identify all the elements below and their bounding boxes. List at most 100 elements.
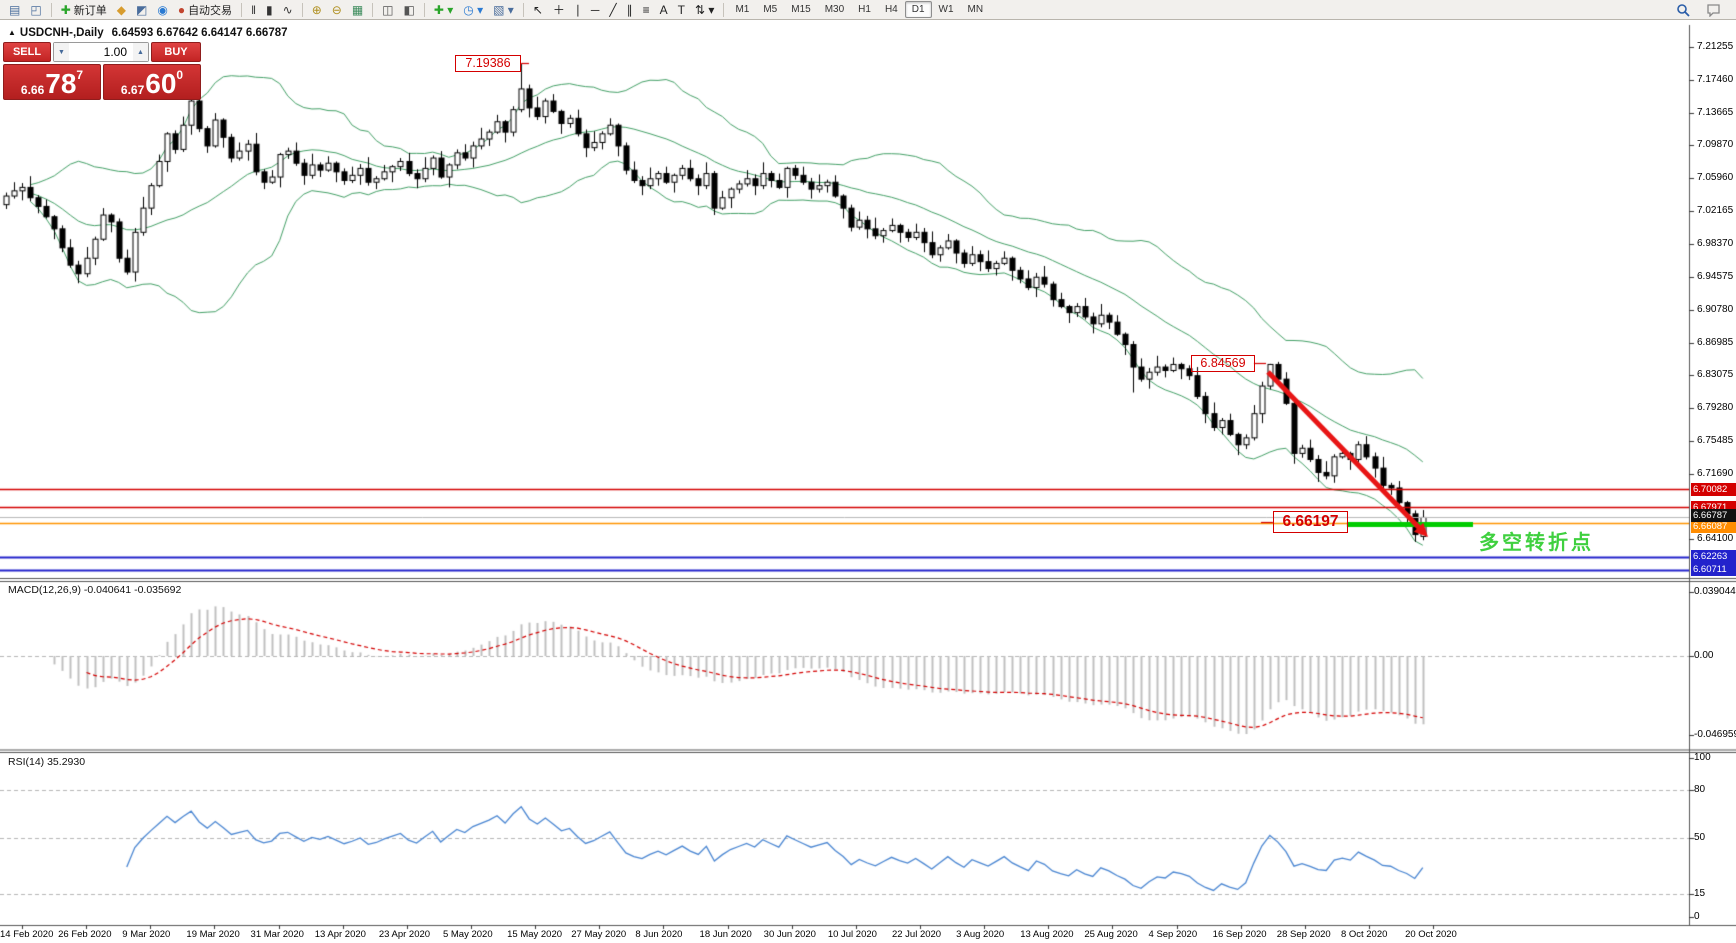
price-axis-tick: 7.05960 [1697, 172, 1734, 183]
buy-price-prefix: 6.67 [120, 83, 145, 97]
signals-icon[interactable]: ◉ [157, 2, 168, 17]
date-label: 3 Aug 2020 [956, 929, 1005, 940]
buy-price-sup: 0 [176, 68, 184, 82]
timeframe-w1[interactable]: W1 [938, 4, 954, 15]
date-label: 19 Mar 2020 [186, 929, 240, 940]
timeframe-d1[interactable]: D1 [904, 1, 932, 18]
price-axis-tick: 6.86985 [1697, 337, 1734, 348]
timeframe-h1[interactable]: H1 [858, 4, 871, 15]
buy-button[interactable]: BUY [151, 42, 201, 62]
new-chart-icon[interactable]: ▤ [9, 2, 21, 17]
chart-note-text[interactable]: 多空转折点 [1479, 532, 1594, 554]
price-tag: 6.62263 [1691, 550, 1736, 563]
fibonacci-icon[interactable]: ≡ [642, 2, 650, 17]
date-label: 8 Jun 2020 [635, 929, 683, 940]
collapse-triangle-icon[interactable]: ▲ [8, 28, 16, 37]
period-clock-icon[interactable]: ◷ ▾ [463, 2, 484, 17]
bar-chart-icon[interactable]: ǁ [251, 2, 257, 17]
candle-chart-icon[interactable]: ▮ [266, 2, 273, 17]
cursor-icon[interactable]: ↖ [532, 2, 543, 17]
toolbar-items: ▤ ◰ ✚ 新订单 ◆ ◩ ◉ ● 自动交易 ǁ ▮ ∿ ⊕ ⊖ ▦ ◫ ◧ ✚ ▾ ◷ ▾ ▧ ▾ ↖ ＋ ∣ ─ ╱ ∥ ≡ A T… [4, 0, 719, 20]
navigator-icon[interactable]: ◩ [135, 2, 148, 17]
timeframe-m5[interactable]: M5 [763, 4, 778, 15]
one-click-trading-panel: SELL ▼ 1.00 ▲ BUY 6.66 78 7 6.67 60 0 [3, 42, 201, 100]
channel-icon[interactable]: ∥ [626, 2, 633, 17]
timeframe-m30[interactable]: M30 [824, 4, 845, 15]
date-label: 31 Mar 2020 [250, 929, 304, 940]
timeframe-m1[interactable]: M1 [735, 4, 750, 15]
sell-button[interactable]: SELL [3, 42, 51, 62]
zoom-in-icon[interactable]: ⊕ [311, 2, 322, 17]
profile-charts-icon[interactable]: ◫ [382, 2, 394, 17]
price-annotation-swing[interactable]: 6.84569 [1191, 355, 1255, 372]
main-toolbar: ▤ ◰ ✚ 新订单 ◆ ◩ ◉ ● 自动交易 ǁ ▮ ∿ ⊕ ⊖ ▦ ◫ ◧ ✚ ▾ ◷ ▾ ▧ ▾ ↖ ＋ ∣ ─ ╱ ∥ ≡ A T… [0, 0, 1736, 20]
autotrading-icon[interactable]: ● 自动交易 [177, 2, 233, 17]
date-label: 22 Jul 2020 [891, 929, 942, 940]
arrows-icon[interactable]: ⇅ ▾ [695, 2, 715, 17]
price-axis-tick: 6.75485 [1697, 435, 1734, 446]
sell-price-prefix: 6.66 [20, 83, 45, 97]
date-label: 8 Oct 2020 [1340, 929, 1388, 940]
price-annotation-high[interactable]: 7.19386 [455, 55, 521, 72]
price-axis-tick: 6.83075 [1697, 369, 1734, 380]
timeframe-m15[interactable]: M15 [791, 4, 811, 15]
price-axis-tick: 7.02165 [1697, 205, 1734, 216]
price-tag: 6.70082 [1691, 483, 1736, 496]
profile-next-icon[interactable]: ◧ [403, 2, 415, 17]
crosshair-icon[interactable]: ＋ [552, 2, 565, 17]
date-label: 20 Oct 2020 [1405, 929, 1457, 940]
price-axis-tick: 7.17460 [1697, 74, 1734, 85]
date-label: 9 Mar 2020 [122, 929, 171, 940]
price-axis-tick: 6.64100 [1697, 533, 1734, 544]
text-icon[interactable]: A [659, 2, 668, 17]
date-label: 28 Sep 2020 [1276, 929, 1331, 940]
volume-input[interactable]: 1.00 [103, 45, 127, 59]
date-label: 4 Sep 2020 [1148, 929, 1198, 940]
buy-price-box[interactable]: 6.67 60 0 [103, 64, 201, 100]
rsi-indicator-label: RSI(14) 35.2930 [8, 756, 86, 768]
macd-axis-tick: 0.039044 [1694, 586, 1736, 597]
line-chart-icon[interactable]: ∿ [282, 2, 293, 17]
rsi-axis-tick: 15 [1694, 888, 1706, 899]
symbol-header: ▲ USDCNH-,Daily 6.64593 6.67642 6.64147 6.… [8, 27, 288, 39]
date-label: 23 Apr 2020 [378, 929, 431, 940]
new-order-icon[interactable]: ✚ 新订单 [60, 2, 107, 17]
trendline-icon[interactable]: ╱ [609, 2, 617, 17]
chart-window-icon[interactable]: ◰ [30, 2, 42, 17]
ohlc-values: 6.64593 6.67642 6.64147 6.66787 [111, 27, 288, 39]
date-label: 27 May 2020 [571, 929, 627, 940]
template-icon[interactable]: ▧ ▾ [493, 2, 514, 17]
timeframe-h4[interactable]: H4 [884, 4, 898, 15]
add-indicator-icon[interactable]: ✚ ▾ [433, 2, 454, 17]
date-label: 25 Aug 2020 [1084, 929, 1138, 940]
vertical-line-icon[interactable]: ∣ [574, 2, 581, 17]
zoom-out-icon[interactable]: ⊖ [331, 2, 342, 17]
price-annotation-support[interactable]: 6.66197 [1273, 511, 1348, 533]
price-axis-tick: 6.98370 [1697, 238, 1734, 249]
price-tag: 6.66087 [1691, 520, 1736, 533]
horizontal-line-icon[interactable]: ─ [590, 2, 600, 17]
search-icon[interactable] [1671, 0, 1695, 20]
symbol-name: USDCNH-,Daily [19, 27, 104, 39]
price-axis-tick: 7.09870 [1697, 139, 1734, 150]
volume-stepper: ▼ 1.00 ▲ [53, 42, 149, 62]
price-axis-tick: 6.90780 [1697, 304, 1734, 315]
timeframe-mn[interactable]: MN [967, 4, 984, 15]
text-label-icon[interactable]: T [677, 2, 686, 17]
market-watch-icon[interactable]: ◆ [116, 2, 126, 17]
sell-price-box[interactable]: 6.66 78 7 [3, 64, 101, 100]
date-label: 10 Jul 2020 [827, 929, 877, 940]
macd-indicator-label: MACD(12,26,9) -0.040641 -0.035692 [8, 584, 182, 596]
volume-down-button[interactable]: ▼ [54, 43, 69, 61]
tile-windows-icon[interactable]: ▦ [351, 2, 364, 17]
price-axis-tick: 6.71690 [1697, 468, 1734, 479]
chat-icon[interactable] [1701, 0, 1726, 20]
date-label: 13 Apr 2020 [314, 929, 366, 940]
volume-up-button[interactable]: ▲ [133, 43, 148, 61]
macd-axis-tick: -0.046959 [1694, 729, 1736, 740]
buy-price-big: 60 [145, 68, 177, 99]
price-tag: 6.60711 [1691, 563, 1736, 576]
price-axis-tick: 7.21255 [1697, 41, 1734, 52]
